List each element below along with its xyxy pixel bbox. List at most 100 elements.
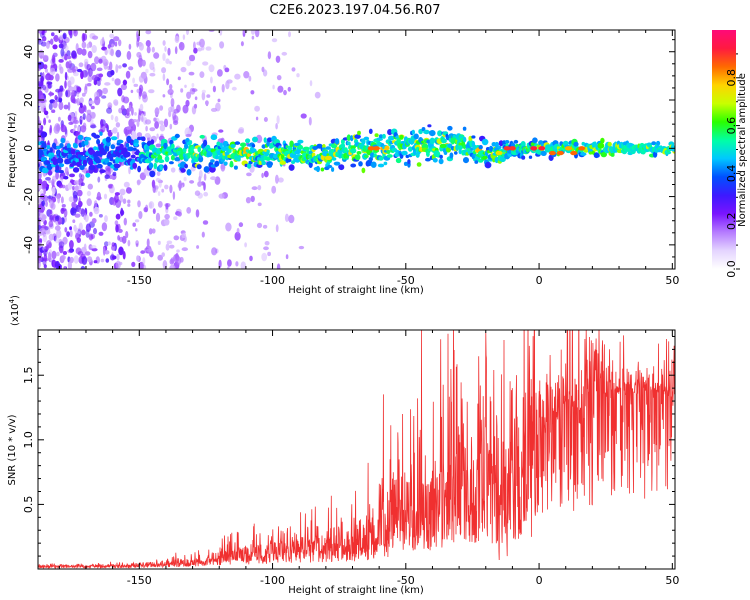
spectrogram-cell	[122, 79, 128, 86]
spectrogram-cell	[197, 181, 202, 187]
spectrogram-cell	[388, 135, 395, 141]
spectrogram-cell	[250, 195, 255, 203]
spectrogram-cell	[41, 167, 49, 174]
spectrogram-y-axis-label: Frequency (Hz)	[7, 112, 18, 188]
spectrogram-cell	[261, 144, 266, 149]
spectrogram-cell	[215, 102, 221, 112]
spectrogram-cell	[300, 113, 307, 119]
spectrogram-cell	[48, 179, 52, 184]
spectrogram-cell	[206, 94, 211, 98]
spectrogram-cell	[229, 160, 234, 168]
spectrogram-cell	[201, 89, 206, 94]
spectrogram-cell	[55, 73, 60, 82]
spectrogram-cell	[141, 91, 147, 99]
spectrogram-cell	[78, 62, 84, 68]
spectrogram-cell	[429, 137, 435, 145]
spectrogram-cell	[172, 191, 176, 200]
spectrogram-cell	[285, 254, 289, 260]
spectrogram-cell	[121, 105, 125, 112]
spectrogram-cell	[374, 133, 379, 138]
spectrogram-cell	[104, 157, 110, 164]
spectrogram-cell	[600, 137, 605, 144]
spectrogram-cell	[210, 159, 215, 163]
spectrogram-cell	[246, 162, 252, 169]
spectrogram-cell	[96, 67, 103, 72]
spectrogram-cell	[236, 157, 241, 162]
spectrogram-cell	[665, 150, 672, 155]
spectrogram-cell	[104, 241, 109, 247]
spectrogram-cell	[656, 140, 661, 146]
spectrogram-cell	[84, 85, 88, 95]
spectrogram-cell	[140, 262, 144, 269]
spectrogram-cell	[125, 187, 132, 194]
spectrogram-cell	[169, 61, 172, 65]
spectrogram-cell	[103, 193, 108, 200]
spectrogram-cell	[123, 181, 130, 188]
spectrogram-cell	[128, 104, 132, 112]
spectrogram-cell	[81, 92, 86, 97]
spectrogram-cell	[138, 54, 143, 62]
spectrogram-cell	[43, 248, 48, 256]
spectrogram-cell	[462, 126, 467, 131]
spectrogram-cell	[70, 207, 77, 216]
spectrogram-cell	[250, 90, 255, 95]
spectrogram-cell	[123, 217, 128, 226]
spectrogram-cell	[40, 94, 45, 101]
spectrogram-cell	[131, 158, 136, 164]
spectrogram-cell	[110, 167, 113, 173]
spectrogram-cell	[104, 48, 108, 56]
spectrogram-cell	[87, 256, 93, 263]
spectrogram-cell	[226, 79, 233, 84]
spectrogram-cell	[124, 151, 131, 158]
spectrogram-cell	[69, 226, 72, 231]
spectrogram-cell	[218, 129, 224, 133]
spectrogram-cell	[164, 213, 170, 220]
spectrogram-cell	[89, 211, 93, 217]
spectrogram-cell	[261, 252, 268, 262]
spectrogram-cell	[96, 138, 101, 145]
spectrogram-cell	[421, 127, 426, 132]
spectrogram-cell	[395, 149, 400, 154]
spectrogram-cell	[600, 151, 607, 158]
spectrogram-cell	[234, 231, 241, 241]
spectrogram-cell	[198, 155, 204, 163]
spectrogram-cell	[68, 30, 73, 36]
spectrogram-cell	[588, 151, 593, 155]
spectrogram-cell	[40, 75, 44, 83]
spectrogram-cell	[154, 107, 160, 116]
spectrogram-cell	[167, 152, 173, 156]
spectrogram-cell	[184, 84, 187, 89]
spectrogram-cell	[136, 118, 140, 128]
spectrogram-cell	[115, 213, 121, 220]
spectrogram-cell	[275, 224, 279, 233]
spectrogram-cell	[93, 206, 100, 215]
spectrogram-cell	[52, 44, 58, 50]
spectrogram-cell	[119, 188, 126, 196]
spectrogram-cell	[132, 147, 137, 151]
spectrogram-cell	[151, 228, 156, 234]
spectrogram-cell	[118, 39, 122, 47]
spectrogram-cell	[386, 154, 393, 158]
spectrogram-cell	[120, 83, 127, 91]
spectrogram-cell	[51, 250, 57, 260]
spectrogram-hot-spot	[373, 146, 380, 151]
spectrogram-cell	[447, 143, 453, 149]
spectrogram-cell	[95, 158, 101, 164]
spectrogram-cell	[52, 175, 57, 183]
spectrogram-cell	[38, 184, 43, 189]
spectrogram-cell	[60, 124, 67, 133]
spectrogram-cell	[610, 152, 615, 157]
spectrogram-cell	[185, 133, 192, 138]
spectrogram-cell	[140, 71, 147, 79]
spectrogram-cell	[155, 177, 161, 182]
x-tick-label: -100	[260, 274, 285, 287]
spectrogram-cell	[447, 125, 453, 131]
spectrogram-cell	[104, 174, 110, 179]
spectrogram-cell	[58, 163, 65, 168]
spectrogram-cell	[55, 88, 61, 93]
colorbar-tick-label: 0.8	[725, 69, 738, 87]
spectrogram-cell	[140, 250, 146, 254]
spectrogram-cell	[78, 105, 85, 114]
spectrogram-cell	[110, 69, 115, 76]
spectrogram-cell	[227, 259, 232, 267]
